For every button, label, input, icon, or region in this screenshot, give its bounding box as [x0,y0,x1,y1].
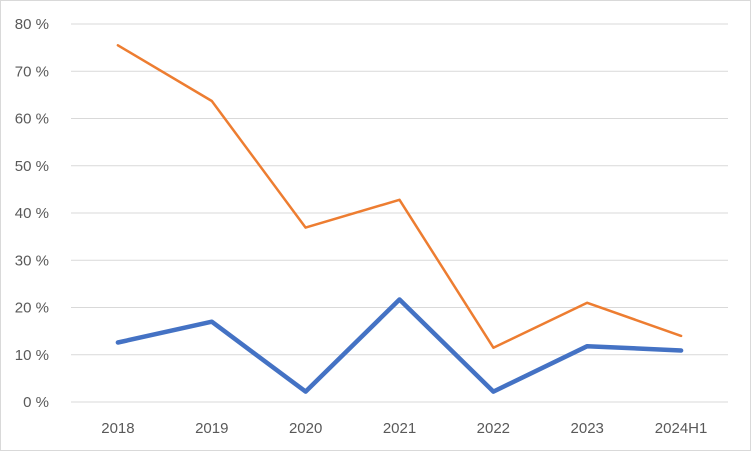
x-tick-label: 2024H1 [655,420,708,437]
gridlines [71,23,728,403]
x-tick-label: 2021 [383,420,416,437]
series-lines [115,44,684,394]
y-tick-label: 80 % [15,16,49,33]
y-tick-label: 50 % [15,158,49,175]
y-tick-label: 70 % [15,63,49,80]
y-tick-label: 20 % [15,300,49,317]
x-tick-label: 2019 [195,420,228,437]
x-tick-label: 2020 [289,420,322,437]
y-tick-label: 0 % [23,394,49,411]
y-tick-label: 10 % [15,347,49,364]
y-tick-label: 30 % [15,252,49,269]
x-tick-label: 2018 [101,420,134,437]
y-tick-label: 60 % [15,111,49,128]
series-line-1 [115,297,684,394]
y-axis-tick-labels: 0 % 10 % 20 % 30 % 40 % 50 % 60 % 70 % 80 % [15,16,49,411]
x-axis-tick-labels: 2018 2019 2020 2021 2022 2023 2024H1 [101,420,707,437]
series-line-2 [116,44,683,349]
x-tick-label: 2022 [477,420,510,437]
x-tick-label: 2023 [571,420,604,437]
y-tick-label: 40 % [15,205,49,222]
